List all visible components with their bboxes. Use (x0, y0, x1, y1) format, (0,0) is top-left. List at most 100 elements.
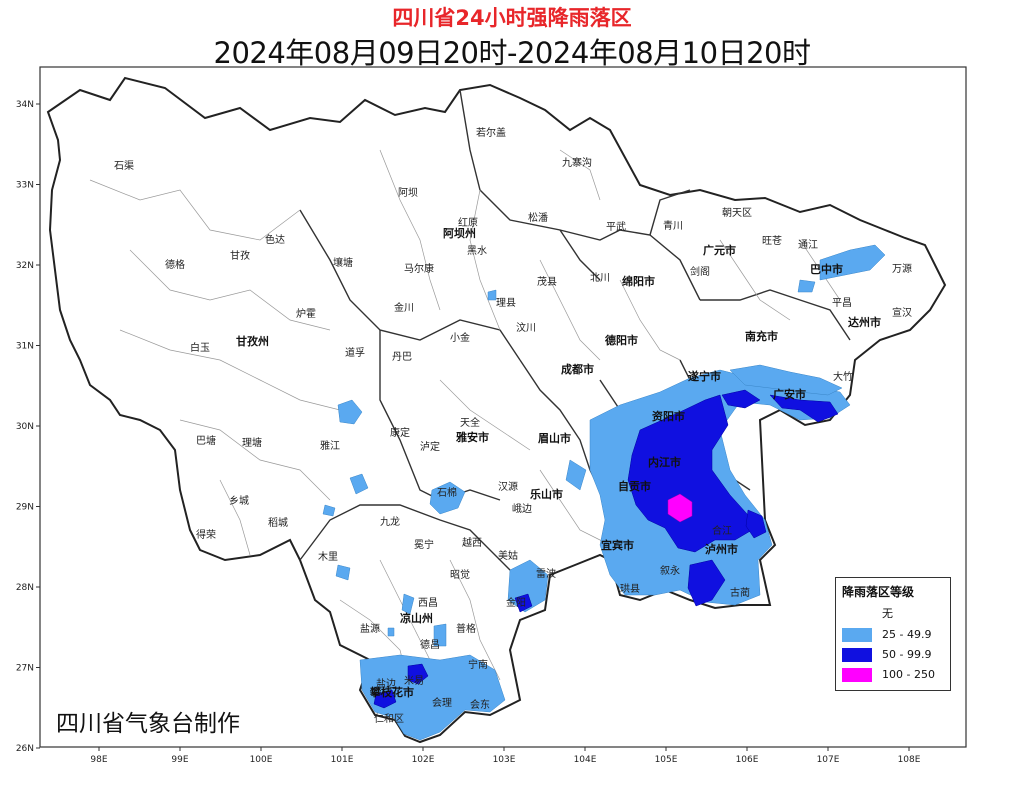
lon-axis: 98E 99E 100E 101E 102E 103E 104E 105E 106E 107E 10… (90, 747, 921, 765)
legend-label: 50 - 99.9 (882, 648, 932, 661)
legend-title: 降雨落区等级 (842, 585, 915, 599)
lon-tick-label: 105E (655, 755, 678, 765)
legend-item-100-250: 100 - 250 (842, 668, 946, 682)
legend-item-none: 无 (842, 607, 946, 621)
label-rangtang: 壤塘 (333, 256, 353, 269)
label-pugge: 普格 (456, 622, 476, 635)
label-muli: 木里 (318, 551, 338, 563)
legend-swatch (842, 628, 872, 642)
label-yuexi: 越西 (462, 536, 482, 549)
county-boundaries (89, 149, 841, 691)
map-subtitle: 2024年08月09日20时-2024年08月10日20时 (213, 36, 811, 70)
label-aba: 阿坝 (398, 187, 418, 199)
label-meigu: 美姑 (498, 549, 518, 562)
label-maerkang: 马尔康 (404, 262, 434, 275)
lat-tick-label: 30N (16, 422, 34, 432)
lon-tick-label: 104E (574, 755, 597, 765)
lon-tick-label: 108E (898, 755, 921, 765)
label-nanchong: 南充市 (745, 329, 778, 343)
label-ganzi: 甘孜 (230, 249, 250, 262)
label-chaotian: 朝天区 (722, 207, 752, 219)
label-huidong: 会东 (470, 698, 490, 711)
lon-tick-label: 100E (250, 755, 273, 765)
label-dazhu: 大竹 (833, 370, 853, 383)
label-miyi: 米易 (404, 674, 424, 687)
label-ruoergai: 若尔盖 (476, 126, 506, 139)
lon-tick-label: 101E (331, 755, 354, 765)
lat-tick-label: 28N (16, 583, 34, 593)
lat-tick-label: 32N (16, 261, 34, 271)
label-hanyuan: 汉源 (498, 480, 518, 493)
label-suining: 遂宁市 (688, 369, 721, 383)
label-deyang: 德阳市 (604, 333, 638, 347)
lon-tick-label: 107E (817, 755, 840, 765)
label-daofu: 道孚 (345, 346, 365, 359)
label-wangcang: 旺苍 (762, 234, 782, 247)
label-luding: 泸定 (420, 440, 440, 453)
label-shimian: 石棉 (437, 486, 457, 499)
label-luxian2: 炉霍 (296, 308, 316, 320)
legend: 降雨落区等级 无 25 - 49.9 50 - 99.9 100 - 250 (835, 577, 951, 691)
label-jiulong: 九龙 (380, 515, 400, 528)
label-ziyang: 资阳市 (652, 409, 685, 423)
lat-axis: 34N 33N 32N 31N 30N 29N 28N 27N 26N (16, 100, 40, 754)
label-gongxian: 珙县 (620, 583, 640, 595)
label-kangding: 康定 (390, 426, 410, 439)
label-huili: 会理 (432, 696, 452, 709)
rain-zone-50-99 (373, 389, 839, 709)
label-qingchuan: 青川 (663, 219, 683, 232)
legend-swatch (842, 607, 872, 621)
label-dazhou: 达州市 (848, 315, 881, 329)
label-mianning: 冕宁 (414, 538, 434, 551)
label-dechang: 德昌 (420, 638, 440, 651)
legend-label: 无 (882, 607, 893, 620)
label-wenchuan: 汶川 (516, 321, 536, 334)
label-ningnan: 宁南 (468, 658, 488, 671)
label-tongjiang: 通江 (798, 239, 818, 251)
legend-label: 100 - 250 (882, 668, 935, 681)
label-guangan: 广安市 (773, 387, 806, 401)
map-frame (39, 66, 967, 748)
label-pingwu: 平武 (606, 220, 626, 233)
label-ebian: 峨边 (512, 503, 532, 515)
place-labels: 石渠 若尔盖 九寨沟 阿坝 红原 阿坝州 松潘 平武 青川 朝天区 旺苍 通江 … (114, 126, 912, 725)
label-leibo: 雷波 (536, 567, 556, 580)
label-yanbian: 盐边 (376, 677, 396, 690)
label-xichang: 西昌 (418, 597, 438, 609)
map-title: 四川省24小时强降雨落区 (392, 6, 632, 30)
label-neijiang: 内江市 (648, 455, 681, 469)
label-xiangcheng: 乡城 (229, 495, 249, 507)
label-bazhong: 巴中市 (810, 262, 843, 276)
label-songpan: 松潘 (528, 211, 548, 224)
label-hejiang: 合江 (712, 524, 732, 537)
label-guangyuan: 广元市 (703, 243, 736, 257)
lat-tick-label: 26N (16, 744, 34, 754)
lon-tick-label: 98E (90, 755, 107, 765)
label-seda: 色达 (265, 233, 285, 246)
label-litang: 理塘 (242, 436, 262, 449)
label-xuyong: 叙永 (660, 564, 680, 577)
label-yaan: 雅安市 (456, 430, 489, 444)
lon-tick-label: 103E (493, 755, 516, 765)
label-zigong: 自贡市 (618, 479, 651, 493)
label-gulin: 古蔺 (730, 586, 750, 599)
label-jinchuan: 金川 (394, 301, 414, 314)
label-chengdu: 成都市 (561, 362, 594, 376)
lat-tick-label: 31N (16, 342, 34, 352)
label-derong: 得荣 (196, 529, 216, 541)
label-lixian: 理县 (496, 297, 516, 309)
label-jiange: 剑阁 (690, 265, 710, 278)
label-hongyuan: 红原 (458, 216, 478, 229)
label-yajiang: 雅江 (320, 439, 340, 452)
label-leshan: 乐山市 (530, 487, 563, 501)
label-shiqu: 石渠 (114, 160, 134, 172)
label-danba: 丹巴 (392, 351, 412, 363)
map-credit: 四川省气象台制作 (56, 711, 240, 737)
label-mianyang: 绵阳市 (622, 274, 655, 288)
lat-tick-label: 34N (16, 100, 34, 110)
lon-tick-label: 102E (412, 755, 435, 765)
lat-tick-label: 33N (16, 181, 34, 191)
lon-tick-label: 106E (736, 755, 759, 765)
legend-label: 25 - 49.9 (882, 628, 932, 641)
